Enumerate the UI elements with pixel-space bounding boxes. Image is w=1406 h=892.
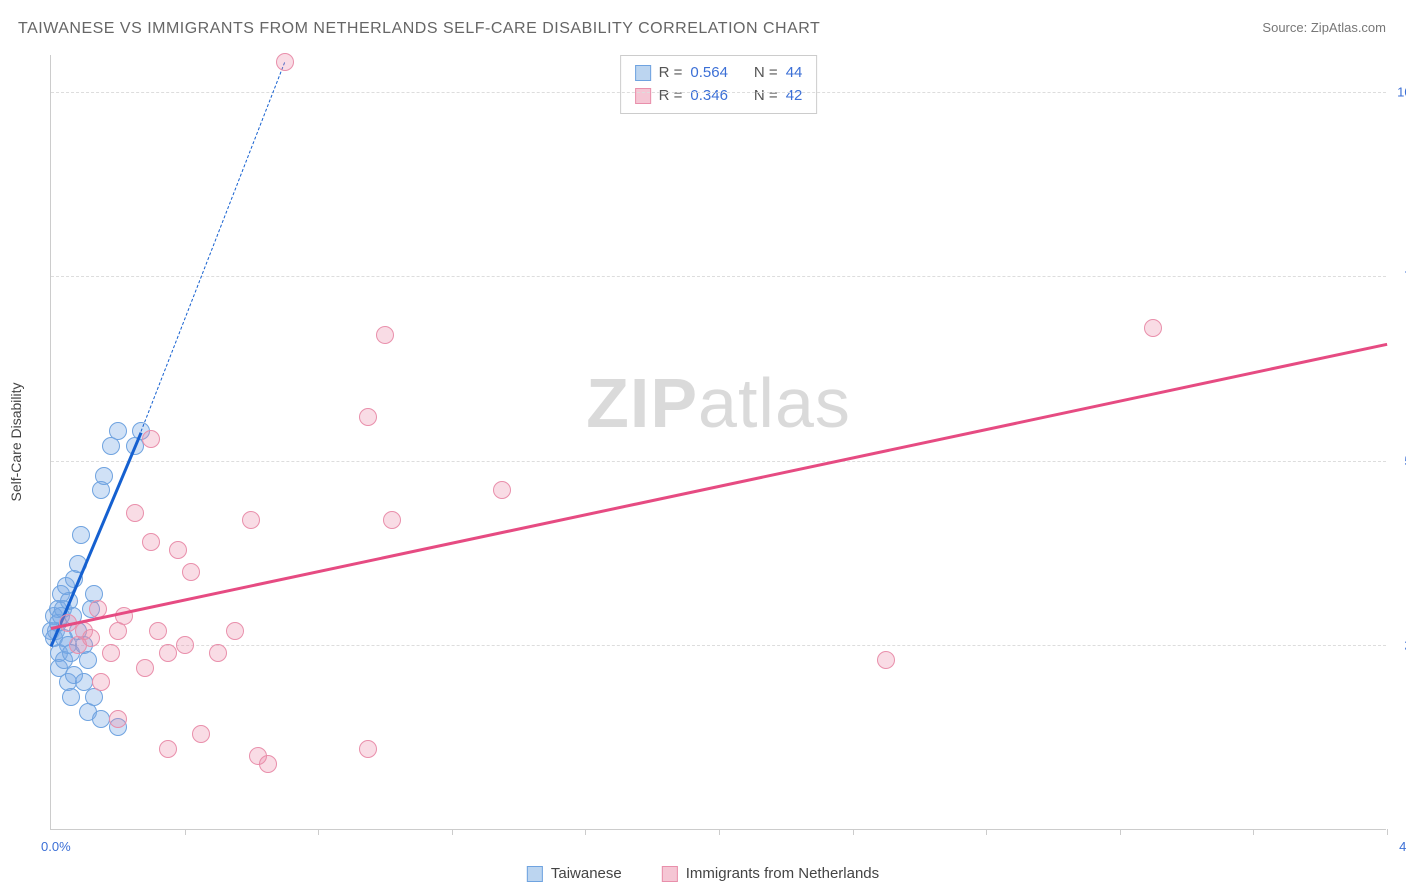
data-point-netherlands (276, 53, 294, 71)
data-point-netherlands (149, 622, 167, 640)
watermark: ZIPatlas (586, 363, 851, 443)
data-point-netherlands (359, 740, 377, 758)
n-value-taiwanese: 44 (786, 62, 803, 85)
stats-legend: R = 0.564 N = 44 R = 0.346 N = 42 (620, 55, 818, 114)
trend-line (51, 343, 1388, 630)
x-tick (1253, 829, 1254, 835)
source-attribution: Source: ZipAtlas.com (1262, 20, 1386, 35)
swatch-netherlands (635, 88, 651, 104)
data-point-netherlands (159, 644, 177, 662)
source-name: ZipAtlas.com (1311, 20, 1386, 35)
x-tick-end: 40.0% (1391, 839, 1406, 854)
gridline (51, 92, 1386, 93)
legend-swatch-netherlands (662, 866, 678, 882)
data-point-netherlands (136, 659, 154, 677)
data-point-netherlands (383, 511, 401, 529)
swatch-taiwanese (635, 65, 651, 81)
data-point-netherlands (242, 511, 260, 529)
data-point-netherlands (259, 755, 277, 773)
gridline (51, 461, 1386, 462)
y-tick-label: 7.5% (1392, 269, 1406, 284)
legend-label-taiwanese: Taiwanese (551, 865, 622, 882)
n-value-netherlands: 42 (786, 85, 803, 108)
data-point-taiwanese (92, 710, 110, 728)
data-point-netherlands (877, 651, 895, 669)
data-point-netherlands (493, 481, 511, 499)
n-label: N = (754, 62, 778, 85)
data-point-netherlands (102, 644, 120, 662)
data-point-netherlands (209, 644, 227, 662)
data-point-netherlands (192, 725, 210, 743)
x-tick (1120, 829, 1121, 835)
y-tick-label: 10.0% (1392, 84, 1406, 99)
legend-item-netherlands: Immigrants from Netherlands (662, 865, 879, 882)
r-label: R = (659, 62, 683, 85)
x-tick-start: 0.0% (41, 839, 71, 854)
data-point-netherlands (92, 673, 110, 691)
data-point-netherlands (159, 740, 177, 758)
x-tick (318, 829, 319, 835)
data-point-netherlands (182, 563, 200, 581)
n-label: N = (754, 85, 778, 108)
x-tick (986, 829, 987, 835)
data-point-taiwanese (79, 651, 97, 669)
data-point-netherlands (109, 710, 127, 728)
legend-label-netherlands: Immigrants from Netherlands (686, 865, 879, 882)
r-value-netherlands: 0.346 (690, 85, 728, 108)
data-point-netherlands (376, 326, 394, 344)
plot-area: Self-Care Disability R = 0.564 N = 44 R … (50, 55, 1386, 830)
stats-row-taiwanese: R = 0.564 N = 44 (635, 62, 803, 85)
trend-line-extrapolated (141, 63, 286, 432)
chart-title: TAIWANESE VS IMMIGRANTS FROM NETHERLANDS… (18, 20, 820, 38)
x-tick (719, 829, 720, 835)
chart-container: TAIWANESE VS IMMIGRANTS FROM NETHERLANDS… (0, 0, 1406, 892)
r-label: R = (659, 85, 683, 108)
watermark-bold: ZIP (586, 364, 698, 442)
data-point-netherlands (126, 504, 144, 522)
data-point-netherlands (176, 636, 194, 654)
data-point-taiwanese (62, 688, 80, 706)
data-point-netherlands (226, 622, 244, 640)
data-point-netherlands (359, 408, 377, 426)
gridline (51, 276, 1386, 277)
legend-swatch-taiwanese (527, 866, 543, 882)
y-tick-label: 5.0% (1392, 453, 1406, 468)
data-point-netherlands (1144, 319, 1162, 337)
data-point-taiwanese (72, 526, 90, 544)
data-point-netherlands (82, 629, 100, 647)
y-axis-label: Self-Care Disability (8, 382, 24, 501)
legend-item-taiwanese: Taiwanese (527, 865, 622, 882)
data-point-netherlands (169, 541, 187, 559)
x-tick (452, 829, 453, 835)
data-point-netherlands (142, 430, 160, 448)
data-point-taiwanese (95, 467, 113, 485)
data-point-netherlands (142, 533, 160, 551)
data-point-taiwanese (109, 422, 127, 440)
source-label: Source: (1262, 20, 1307, 35)
x-tick (853, 829, 854, 835)
gridline (51, 645, 1386, 646)
x-tick (185, 829, 186, 835)
watermark-rest: atlas (698, 364, 851, 442)
r-value-taiwanese: 0.564 (690, 62, 728, 85)
series-legend: Taiwanese Immigrants from Netherlands (527, 865, 879, 882)
y-tick-label: 2.5% (1392, 638, 1406, 653)
stats-row-netherlands: R = 0.346 N = 42 (635, 85, 803, 108)
x-tick (585, 829, 586, 835)
x-tick (1387, 829, 1388, 835)
